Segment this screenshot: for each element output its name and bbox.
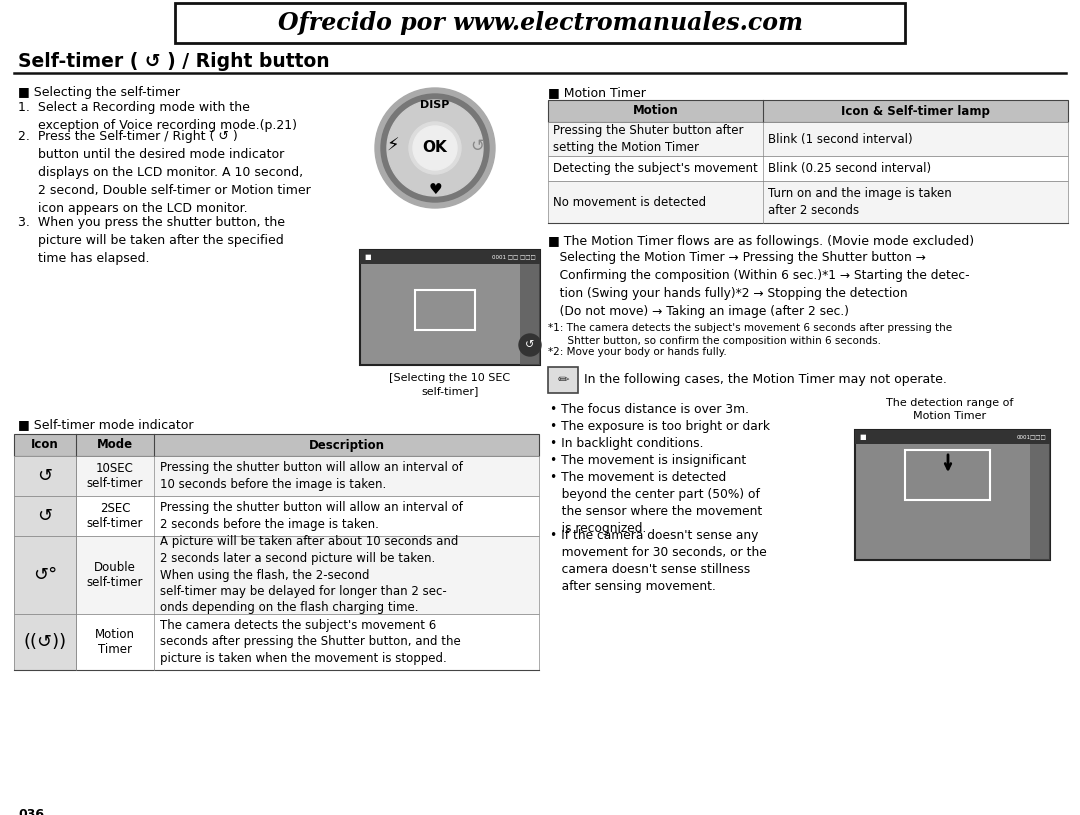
Bar [548, 122, 1068, 156]
Text: OK: OK [422, 140, 447, 156]
Circle shape [519, 334, 541, 356]
Text: Double
self-timer: Double self-timer [86, 561, 144, 589]
Text: 0001□□□: 0001□□□ [1016, 434, 1047, 439]
Text: ⚡: ⚡ [387, 137, 400, 155]
Text: ↺: ↺ [38, 507, 53, 525]
Ellipse shape [387, 100, 483, 196]
Bar [14, 456, 76, 496]
Bar [1030, 444, 1050, 560]
Text: *1: The camera detects the subject's movement 6 seconds after pressing the
     : *1: The camera detects the subject's mov… [548, 323, 953, 346]
Text: 1.  Select a Recording mode with the
     exception of Voice recording mode.(p.2: 1. Select a Recording mode with the exce… [18, 101, 297, 132]
Text: Blink (1 second interval): Blink (1 second interval) [768, 133, 913, 146]
Bar [14, 614, 539, 670]
Text: 0001 □□ □□□: 0001 □□ □□□ [492, 254, 536, 259]
Bar [548, 100, 1068, 122]
Bar [14, 536, 76, 614]
Bar [519, 264, 540, 365]
Bar [14, 496, 76, 536]
Bar [14, 434, 539, 456]
Bar [175, 3, 905, 43]
Text: Pressing the shutter button will allow an interval of
2 seconds before the image: Pressing the shutter button will allow a… [160, 501, 463, 531]
Text: ■: ■ [859, 434, 866, 440]
Text: ✏: ✏ [557, 373, 569, 387]
Text: Self-timer ( ↺ ) / Right button: Self-timer ( ↺ ) / Right button [18, 52, 329, 71]
Text: ■ The Motion Timer flows are as followings. (Movie mode excluded): ■ The Motion Timer flows are as followin… [548, 235, 974, 248]
Text: [Selecting the 10 SEC
self-timer]: [Selecting the 10 SEC self-timer] [390, 373, 511, 396]
Text: ■: ■ [364, 254, 370, 260]
Text: Motion
Timer: Motion Timer [95, 628, 135, 656]
Text: 2SEC
self-timer: 2SEC self-timer [86, 502, 144, 530]
Text: The detection range of
Motion Timer: The detection range of Motion Timer [887, 398, 1014, 421]
Text: Ofrecido por www.electromanuales.com: Ofrecido por www.electromanuales.com [278, 11, 802, 35]
Text: ■ Selecting the self-timer: ■ Selecting the self-timer [18, 86, 180, 99]
Ellipse shape [381, 94, 489, 202]
Bar [855, 430, 1050, 444]
Ellipse shape [375, 88, 495, 208]
Text: *2: Move your body or hands fully.: *2: Move your body or hands fully. [548, 347, 727, 357]
Bar [548, 156, 1068, 181]
Text: Description: Description [309, 438, 384, 452]
Text: ■ Self-timer mode indicator: ■ Self-timer mode indicator [18, 418, 193, 431]
Text: No movement is detected: No movement is detected [553, 196, 706, 209]
Text: Icon: Icon [31, 438, 59, 452]
Text: ♥: ♥ [428, 183, 442, 197]
Circle shape [409, 122, 461, 174]
Text: 3.  When you press the shutter button, the
     picture will be taken after the : 3. When you press the shutter button, th… [18, 216, 285, 265]
Text: The camera detects the subject's movement 6
seconds after pressing the Shutter b: The camera detects the subject's movemen… [160, 619, 461, 665]
Bar [855, 430, 1050, 560]
Text: • The movement is insignificant: • The movement is insignificant [550, 454, 746, 467]
Text: Selecting the Motion Timer → Pressing the Shutter button →
   Confirming the com: Selecting the Motion Timer → Pressing th… [548, 251, 970, 318]
Bar [360, 250, 540, 264]
Text: Motion: Motion [633, 104, 678, 117]
Text: ■ Motion Timer: ■ Motion Timer [548, 86, 646, 99]
Bar [548, 181, 1068, 223]
Text: ↺: ↺ [470, 137, 484, 155]
Text: Turn on and the image is taken
after 2 seconds: Turn on and the image is taken after 2 s… [768, 187, 951, 217]
Bar [14, 496, 539, 536]
Text: In the following cases, the Motion Timer may not operate.: In the following cases, the Motion Timer… [584, 373, 947, 386]
Bar [14, 456, 539, 496]
Bar [14, 614, 76, 670]
Text: • The movement is detected
   beyond the center part (50%) of
   the sensor wher: • The movement is detected beyond the ce… [550, 471, 762, 535]
Text: 036: 036 [18, 808, 44, 815]
Text: • The focus distance is over 3m.: • The focus distance is over 3m. [550, 403, 750, 416]
Text: 2.  Press the Self-timer / Right ( ↺ )
     button until the desired mode indica: 2. Press the Self-timer / Right ( ↺ ) bu… [18, 130, 311, 215]
Text: ((↺)): ((↺)) [24, 633, 67, 651]
Bar [415, 290, 475, 330]
Bar [14, 536, 539, 614]
Text: DISP: DISP [420, 100, 449, 110]
Text: Pressing the Shuter button after
setting the Motion Timer: Pressing the Shuter button after setting… [553, 124, 743, 154]
Text: • If the camera doesn't sense any
   movement for 30 seconds, or the
   camera d: • If the camera doesn't sense any moveme… [550, 529, 767, 593]
Bar [360, 250, 540, 365]
Text: • In backlight conditions.: • In backlight conditions. [550, 437, 703, 450]
Bar [905, 450, 990, 500]
Text: A picture will be taken after about 10 seconds and
2 seconds later a second pict: A picture will be taken after about 10 s… [160, 535, 458, 615]
Text: • The exposure is too bright or dark: • The exposure is too bright or dark [550, 420, 770, 433]
Text: ↺: ↺ [525, 340, 535, 350]
Bar [548, 367, 578, 393]
Text: Mode: Mode [97, 438, 133, 452]
Text: ↺°: ↺° [32, 566, 57, 584]
Text: Detecting the subject's movement: Detecting the subject's movement [553, 162, 758, 175]
Text: Blink (0.25 second interval): Blink (0.25 second interval) [768, 162, 931, 175]
Text: 10SEC
self-timer: 10SEC self-timer [86, 462, 144, 490]
Circle shape [413, 126, 457, 170]
Text: Pressing the shutter button will allow an interval of
10 seconds before the imag: Pressing the shutter button will allow a… [160, 461, 463, 491]
Text: Icon & Self-timer lamp: Icon & Self-timer lamp [841, 104, 990, 117]
Text: ↺: ↺ [38, 467, 53, 485]
